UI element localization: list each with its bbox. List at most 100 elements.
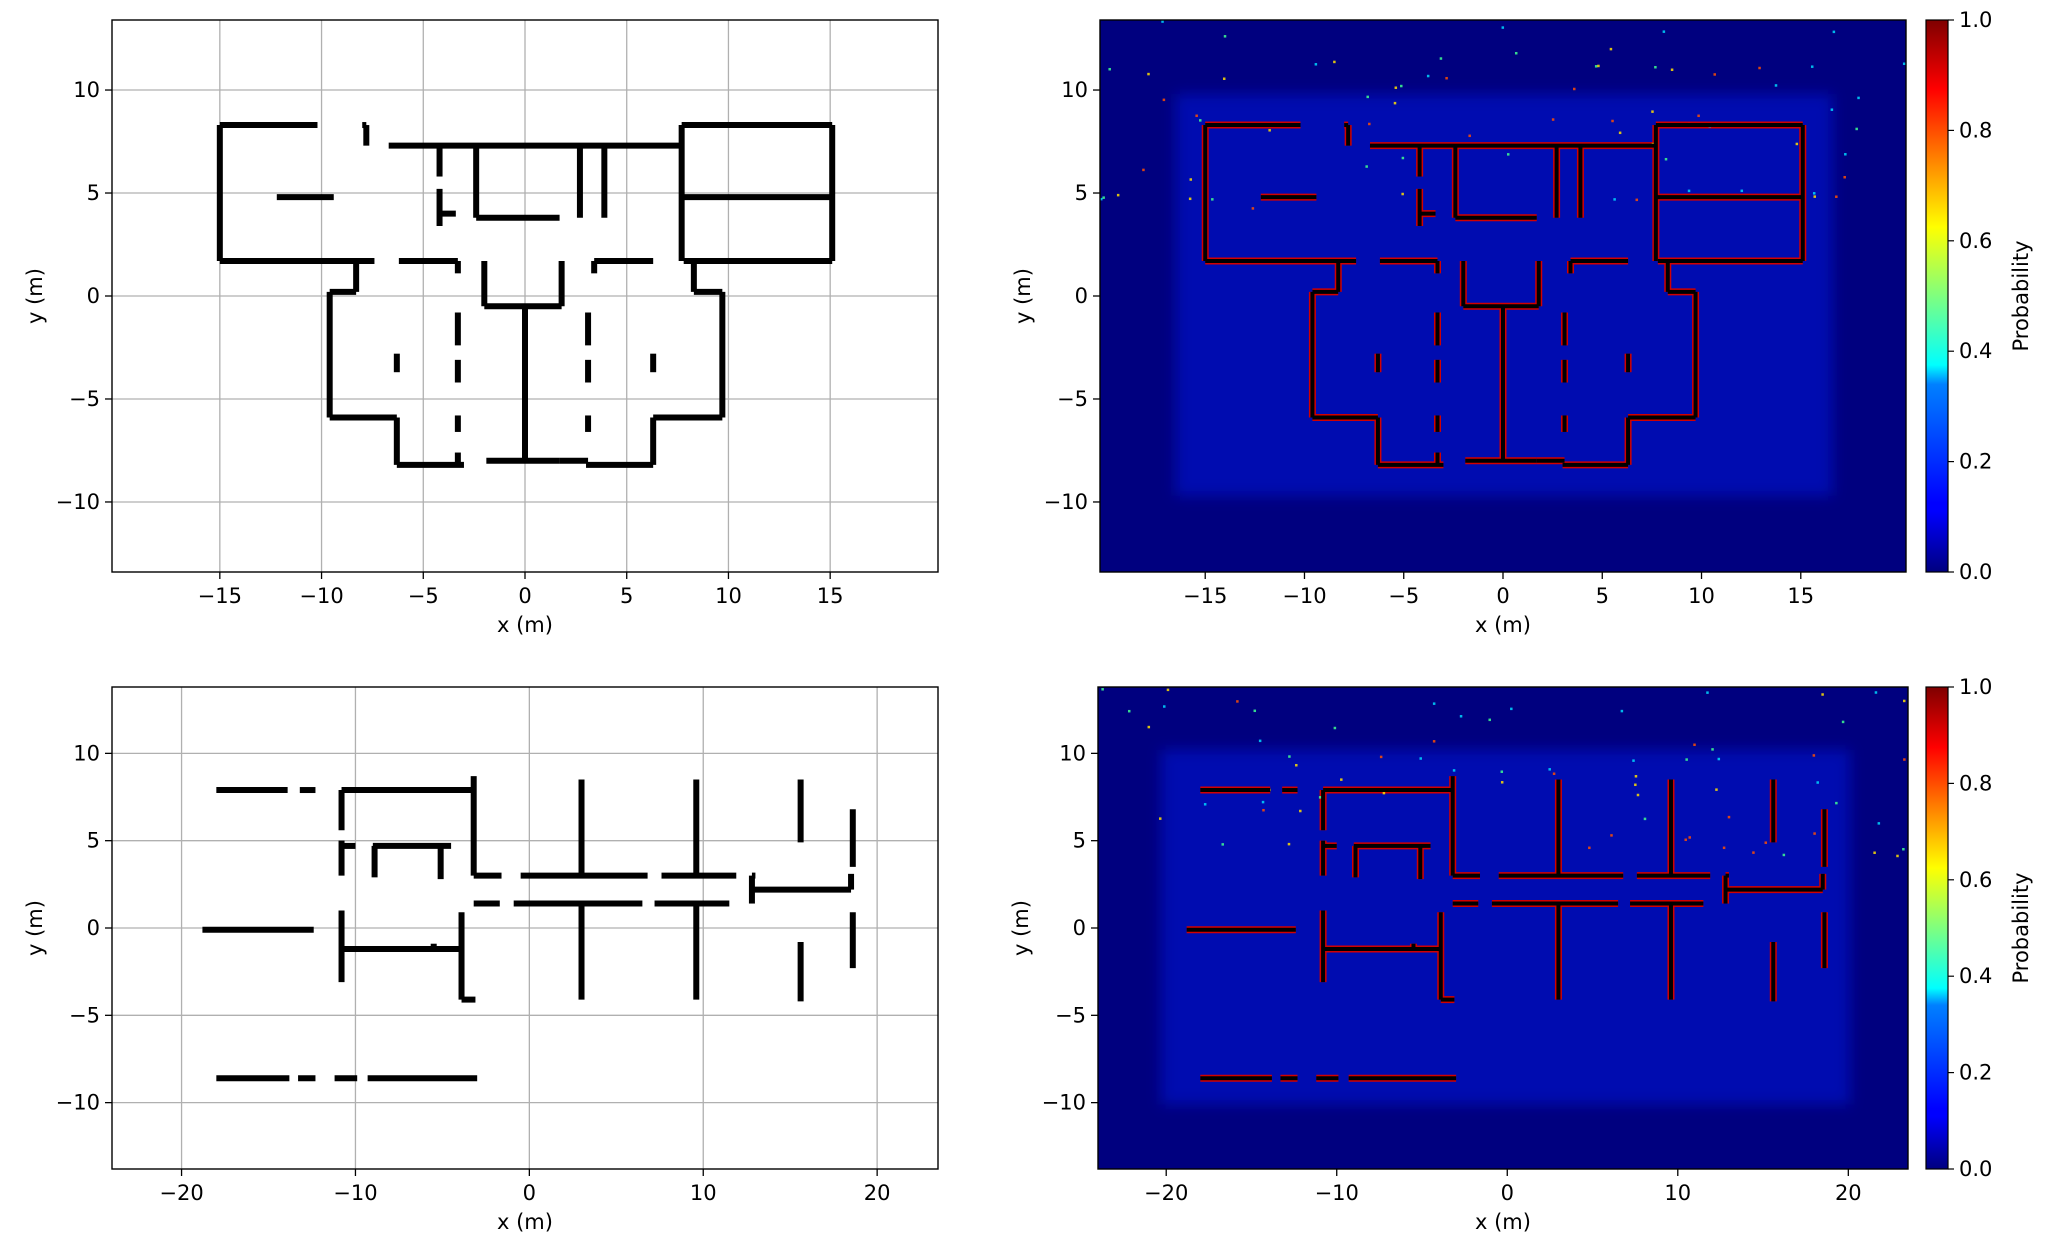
x-tick-label: 15: [817, 584, 844, 608]
speckle: [1727, 815, 1731, 819]
speckle: [1400, 84, 1403, 88]
speckle: [1636, 793, 1640, 797]
speckle: [1620, 709, 1624, 713]
speckle: [1365, 165, 1368, 168]
speckle: [1318, 796, 1322, 799]
speckle: [1812, 754, 1816, 757]
speckle: [1261, 800, 1265, 804]
speckle: [1609, 47, 1613, 51]
speckle: [1221, 843, 1224, 846]
speckle: [1611, 119, 1614, 123]
x-tick-label: −5: [408, 584, 439, 608]
speckle: [1393, 101, 1397, 105]
speckle: [1764, 841, 1768, 844]
speckle: [1299, 809, 1302, 813]
y-tick-label: 10: [73, 78, 100, 102]
y-tick-label: 0: [1075, 284, 1088, 308]
speckle: [1873, 851, 1876, 854]
colorbar: 0.0 0.2 0.4 0.6 0.8 1.0 Probability: [1925, 8, 2033, 584]
speckle: [1401, 192, 1404, 196]
speckle: [1903, 758, 1906, 761]
speckle: [1841, 720, 1845, 724]
y-tick-label: −5: [69, 1003, 100, 1027]
speckle: [1314, 63, 1318, 66]
speckle: [1843, 175, 1846, 179]
floorplan-walls-top-left: [216, 122, 836, 468]
speckle: [1722, 846, 1726, 850]
x-axis-label: x (m): [1475, 1210, 1531, 1234]
speckle: [1268, 129, 1271, 132]
speckle: [1333, 726, 1337, 730]
speckle: [1877, 822, 1881, 825]
colorbar-tick-label: 0.0: [1959, 560, 1992, 584]
speckle: [1162, 98, 1166, 102]
speckle: [1159, 817, 1162, 820]
speckle: [1253, 709, 1257, 713]
x-axis-label: x (m): [1475, 613, 1531, 637]
speckle: [1333, 60, 1336, 64]
speckle: [1902, 847, 1905, 851]
y-tick-label: −10: [1044, 490, 1088, 514]
x-axis-label: x (m): [497, 613, 553, 637]
speckle: [1116, 193, 1120, 197]
speckle: [1654, 65, 1657, 69]
speckle: [1573, 87, 1576, 91]
y-tick-label: −5: [1055, 1003, 1086, 1027]
speckle: [1774, 84, 1778, 87]
speckle: [1223, 35, 1227, 38]
speckle: [1101, 688, 1104, 691]
speckle: [1816, 781, 1819, 784]
speckle: [1501, 26, 1505, 29]
colorbar: 0.0 0.2 0.4 0.6 0.8 1.0 Probability: [1925, 675, 2033, 1181]
speckle: [1166, 688, 1170, 692]
x-tick-label: −10: [333, 1181, 377, 1205]
colorbar-tick-label: 0.2: [1959, 1061, 1992, 1085]
speckle: [1813, 195, 1816, 198]
speckle: [1902, 62, 1906, 66]
speckle: [1340, 778, 1343, 781]
speckle: [1552, 772, 1556, 775]
colorbar-label: Probability: [2009, 240, 2033, 351]
y-tick-label: 0: [87, 284, 100, 308]
axes-top-right: −15 −10 −5 0 5 10 15 −10 −5 0 5 10 x (m) y (m): [1011, 78, 1814, 637]
speckle: [1445, 76, 1448, 80]
y-tick-label: −10: [1042, 1091, 1086, 1115]
speckle: [1102, 196, 1105, 199]
y-tick-label: 5: [87, 181, 100, 205]
axes-bottom-right: −20 −10 0 10 20 −10 −5 0 5 10 x (m) y (m): [1009, 741, 1862, 1234]
speckle: [1382, 791, 1386, 795]
speckle: [1510, 707, 1513, 711]
speckle: [1821, 693, 1824, 696]
speckle: [1108, 67, 1111, 71]
speckle: [1835, 801, 1838, 805]
colorbar-label: Probability: [2009, 872, 2033, 983]
speckle: [1163, 705, 1166, 708]
speckle: [1752, 851, 1755, 854]
colorbar-tick-label: 0.2: [1959, 450, 1992, 474]
speckle: [1514, 51, 1518, 55]
speckle: [1597, 64, 1600, 68]
y-axis-label: y (m): [23, 900, 47, 956]
y-tick-label: 0: [1073, 916, 1086, 940]
speckle: [1832, 30, 1836, 34]
speckle: [1795, 142, 1799, 146]
x-tick-label: 5: [1596, 584, 1609, 608]
speckle: [1288, 755, 1291, 758]
speckle: [1685, 758, 1688, 761]
speckle: [1432, 740, 1436, 743]
speckle: [1711, 748, 1714, 751]
speckle: [1551, 118, 1555, 121]
x-tick-label: −15: [1183, 584, 1227, 608]
speckle: [1896, 854, 1899, 858]
speckle: [1394, 86, 1398, 89]
speckle: [1366, 95, 1369, 99]
x-tick-label: 15: [1787, 584, 1814, 608]
speckle: [1643, 817, 1647, 821]
colorbar-tick-label: 0.0: [1959, 1157, 1992, 1181]
speckle: [1588, 846, 1591, 850]
speckle: [1610, 834, 1613, 837]
speckle: [1810, 65, 1814, 68]
heatmap-top-right: [1100, 20, 1906, 572]
x-tick-label: 0: [523, 1181, 536, 1205]
colorbar-tick-label: 1.0: [1959, 8, 1992, 32]
